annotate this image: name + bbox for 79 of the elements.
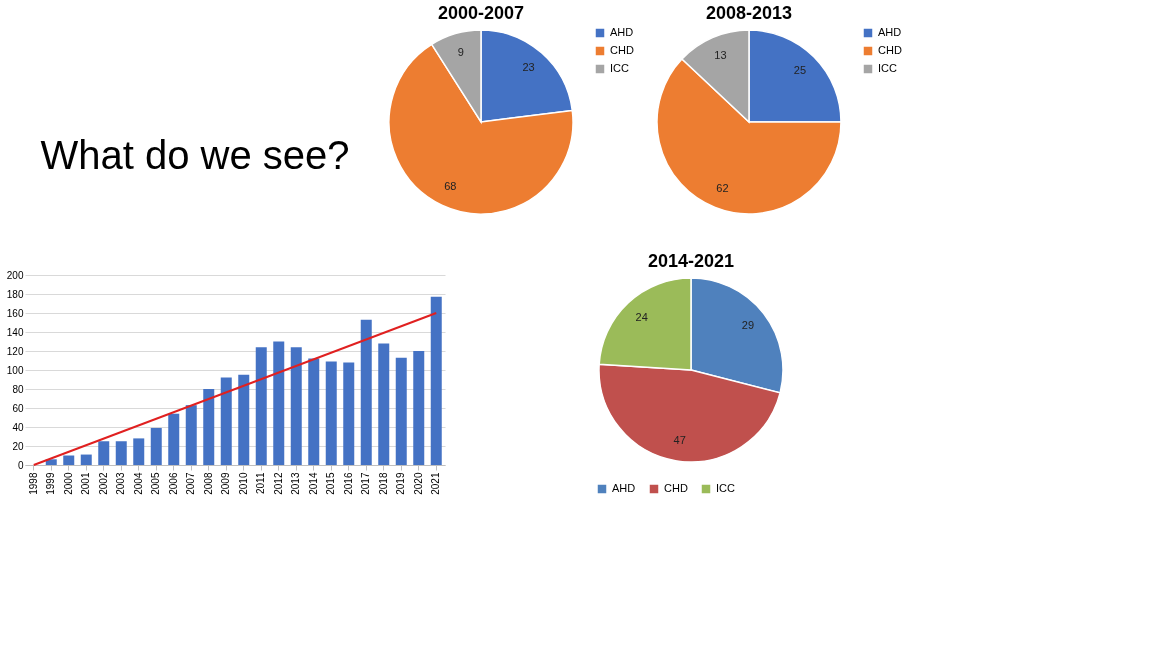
data-label: 9: [457, 45, 464, 58]
y-tick-label: 200: [6, 269, 24, 281]
bar: [238, 374, 250, 465]
x-tick-label: 2002: [97, 472, 109, 495]
y-tick-label: 120: [6, 345, 24, 357]
legend-label: AHD: [878, 26, 902, 38]
legend-label: CHD: [664, 482, 688, 494]
x-tick-label: 1998: [27, 472, 39, 495]
x-tick-label: 2001: [80, 472, 92, 495]
x-tick-label: 2014: [307, 472, 319, 495]
bar: [133, 438, 145, 465]
data-label: 25: [793, 64, 807, 77]
data-label: 13: [714, 48, 727, 61]
x-tick-label: 2003: [115, 472, 127, 495]
bar: [413, 351, 425, 465]
legend-label: ICC: [716, 482, 735, 494]
x-tick-label: 2004: [132, 472, 144, 495]
bar: [150, 427, 162, 465]
bar: [80, 454, 92, 465]
legend-label: CHD: [878, 44, 902, 56]
y-tick-label: 140: [6, 326, 24, 338]
y-tick-label: 60: [12, 402, 24, 414]
x-tick-label: 2016: [342, 472, 354, 495]
legend-label: AHD: [612, 482, 636, 494]
x-tick-label: 2019: [395, 472, 407, 495]
x-tick-label: 2011: [255, 472, 267, 495]
bar: [378, 343, 390, 465]
x-tick-label: 1999: [45, 472, 57, 495]
y-tick-label: 160: [6, 307, 24, 319]
y-tick-label: 0: [17, 459, 24, 471]
legend-label: ICC: [610, 62, 629, 74]
x-tick-label: 2000: [62, 472, 74, 495]
bar: [308, 358, 320, 465]
x-tick-label: 2018: [377, 472, 389, 495]
bar: [98, 441, 110, 465]
y-tick-label: 180: [6, 288, 24, 300]
x-tick-label: 2008: [202, 472, 214, 495]
bar: [168, 413, 180, 465]
y-tick-label: 80: [12, 383, 24, 395]
bar: [185, 405, 197, 465]
bar: [325, 361, 337, 465]
y-tick-label: 40: [12, 421, 24, 433]
x-tick-label: 2009: [220, 472, 232, 495]
x-tick-label: 2010: [237, 472, 249, 495]
bar: [273, 341, 285, 465]
x-tick-label: 2021: [430, 472, 442, 495]
x-tick-label: 2007: [185, 472, 197, 495]
x-tick-label: 2017: [360, 472, 372, 495]
bar: [115, 441, 127, 465]
data-label: 62: [716, 181, 729, 194]
x-tick-label: 2013: [290, 472, 302, 495]
data-label: 24: [635, 310, 648, 323]
bar: [343, 362, 355, 465]
bar: [203, 389, 215, 465]
x-tick-label: 2012: [272, 472, 284, 495]
data-label: 23: [522, 60, 535, 73]
bar: [360, 319, 372, 465]
legend-label: CHD: [610, 44, 634, 56]
text: What do we see?: [40, 133, 350, 177]
bar: [290, 347, 302, 465]
data-label: 29: [741, 318, 755, 331]
legend-label: ICC: [878, 62, 897, 74]
y-tick-label: 100: [6, 364, 24, 376]
x-tick-label: 2006: [167, 472, 179, 495]
data-label: 47: [673, 434, 686, 447]
chart-title: 2008-2013: [705, 3, 793, 23]
chart-title: 2014-2021: [647, 251, 735, 271]
x-tick-label: 2020: [412, 472, 424, 495]
data-label: 68: [444, 180, 457, 193]
bar: [430, 296, 442, 465]
bar: [220, 377, 232, 465]
x-tick-label: 2005: [150, 472, 162, 495]
legend-label: AHD: [610, 26, 634, 38]
bar: [63, 455, 75, 465]
chart-title: 2000-2007: [437, 3, 525, 23]
bar: [395, 357, 407, 465]
x-tick-label: 2015: [325, 472, 337, 495]
bar: [255, 347, 267, 465]
y-tick-label: 20: [12, 440, 24, 452]
